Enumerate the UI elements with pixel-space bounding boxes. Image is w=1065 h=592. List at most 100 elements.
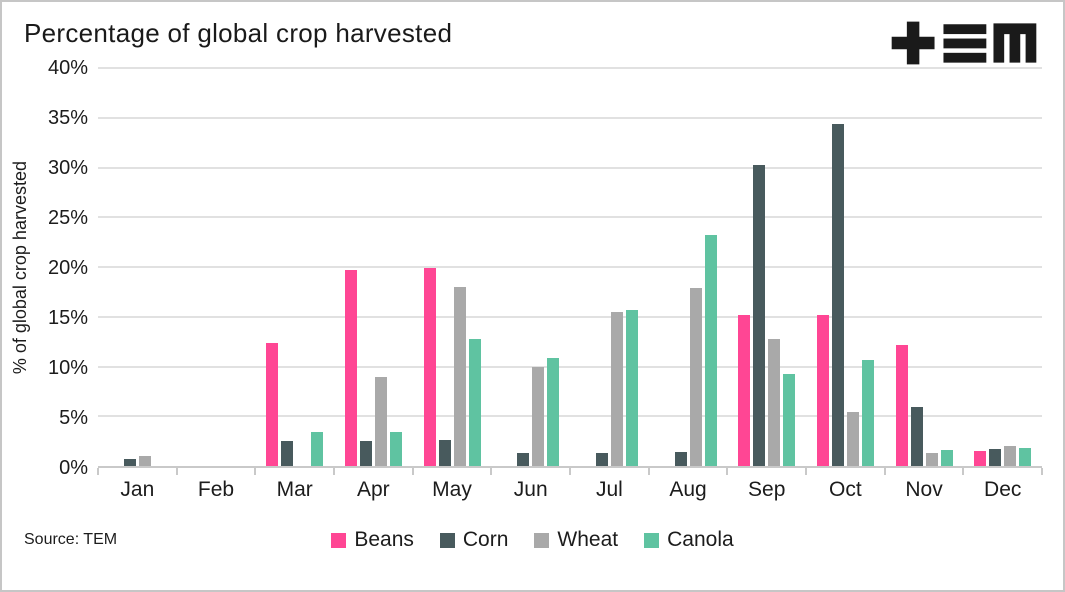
bar-canola-sep	[783, 374, 796, 466]
y-axis-title: % of global crop harvested	[2, 68, 38, 468]
gridline	[98, 166, 1042, 169]
y-tick-label: 30%	[47, 157, 88, 179]
bar-wheat-sep	[768, 338, 781, 466]
x-axis-tick	[883, 468, 886, 475]
gridline	[98, 365, 1042, 368]
bar-corn-dec	[989, 449, 1002, 466]
bar-beans-nov	[895, 344, 908, 466]
bar-wheat-jan	[138, 456, 151, 466]
bar-wheat-may	[453, 286, 466, 466]
month-group-apr	[334, 68, 413, 466]
month-group-may	[413, 68, 492, 466]
bar-corn-jun	[517, 453, 530, 466]
bar-wheat-oct	[846, 412, 859, 466]
legend-item-beans: Beans	[331, 528, 414, 552]
bar-canola-nov	[940, 450, 953, 466]
gridline	[98, 415, 1042, 418]
bar-corn-oct	[831, 123, 844, 466]
x-label-aug: Aug	[669, 478, 707, 501]
x-label-jun: Jun	[513, 478, 548, 501]
month-group-feb	[177, 68, 256, 466]
x-label-jul: Jul	[595, 478, 623, 501]
bar-canola-aug	[704, 235, 717, 466]
x-label-nov: Nov	[905, 478, 943, 501]
y-tick-label: 40%	[47, 57, 88, 79]
bar-beans-oct	[816, 314, 829, 466]
bar-canola-jul	[625, 309, 638, 466]
legend-label-canola: Canola	[667, 528, 734, 551]
bar-corn-apr	[359, 441, 372, 466]
month-group-jul	[570, 68, 649, 466]
bar-beans-sep	[738, 314, 751, 466]
legend: Beans Corn Wheat Canola	[331, 528, 734, 552]
page-title: Percentage of global crop harvested	[24, 18, 453, 48]
bar-corn-jul	[595, 453, 608, 466]
bar-wheat-apr	[374, 377, 387, 466]
month-group-aug	[649, 68, 728, 466]
bar-corn-may	[438, 440, 451, 466]
y-tick-label: 5%	[59, 407, 88, 429]
x-axis-tick	[1041, 468, 1043, 475]
x-axis-tick	[569, 468, 571, 475]
bar-corn-jan	[123, 459, 136, 466]
bar-groups	[98, 68, 1042, 466]
x-axis-tick	[647, 468, 650, 475]
bar-wheat-jul	[610, 311, 623, 466]
bar-canola-mar	[311, 432, 324, 466]
x-label-feb: Feb	[197, 478, 235, 501]
bar-beans-may	[423, 268, 436, 466]
x-axis-tick	[333, 468, 335, 475]
x-label-jan: Jan	[120, 478, 155, 501]
x-label-dec: Dec	[984, 478, 1022, 501]
x-axis-tick	[97, 468, 99, 475]
gridline	[98, 216, 1042, 219]
x-label-may: May	[432, 478, 472, 501]
month-group-jun	[491, 68, 570, 466]
legend-item-corn: Corn	[439, 528, 509, 552]
bar-beans-mar	[266, 342, 279, 466]
footer: Source: TEM Beans Corn Wheat Canola	[2, 520, 1063, 560]
legend-item-wheat: Wheat	[534, 528, 618, 552]
bar-canola-may	[468, 338, 481, 466]
month-group-oct	[806, 68, 885, 466]
legend-label-beans: Beans	[354, 528, 414, 551]
legend-label-wheat: Wheat	[557, 528, 619, 551]
tem-logo	[891, 21, 1037, 65]
bar-canola-apr	[389, 432, 402, 466]
month-group-mar	[255, 68, 334, 466]
bar-corn-nov	[910, 407, 923, 466]
header: Percentage of global crop harvested	[2, 2, 1063, 65]
y-tick-label: 0%	[59, 457, 88, 479]
gridline	[98, 266, 1042, 268]
legend-label-corn: Corn	[462, 528, 509, 551]
x-axis-tick	[175, 468, 178, 475]
x-axis-tick	[411, 468, 414, 475]
gridline	[98, 315, 1042, 318]
y-tick-label: 15%	[47, 307, 88, 329]
month-group-jan	[98, 68, 177, 466]
bar-corn-mar	[281, 441, 294, 466]
y-tick-label: 35%	[47, 107, 88, 129]
y-axis-title-text: % of global crop harvested	[9, 161, 30, 375]
y-tick-label: 20%	[47, 257, 88, 279]
month-group-nov	[885, 68, 964, 466]
x-axis-tick	[254, 468, 257, 475]
legend-swatch-beans	[331, 532, 347, 548]
bar-beans-apr	[344, 270, 357, 466]
legend-swatch-wheat	[534, 532, 550, 548]
bar-wheat-aug	[689, 287, 702, 466]
x-label-oct: Oct	[829, 478, 862, 501]
bar-corn-sep	[753, 164, 766, 466]
legend-swatch-canola	[644, 532, 660, 548]
x-label-mar: Mar	[276, 478, 313, 501]
x-label-apr: Apr	[357, 478, 390, 501]
bar-wheat-nov	[925, 453, 938, 466]
x-axis-tick	[490, 468, 493, 475]
x-axis-tick	[805, 468, 807, 475]
bar-wheat-jun	[532, 366, 545, 466]
source-label: Source: TEM	[24, 531, 118, 548]
legend-swatch-corn	[439, 532, 455, 548]
bar-canola-dec	[1019, 448, 1032, 466]
bar-beans-dec	[974, 451, 987, 466]
